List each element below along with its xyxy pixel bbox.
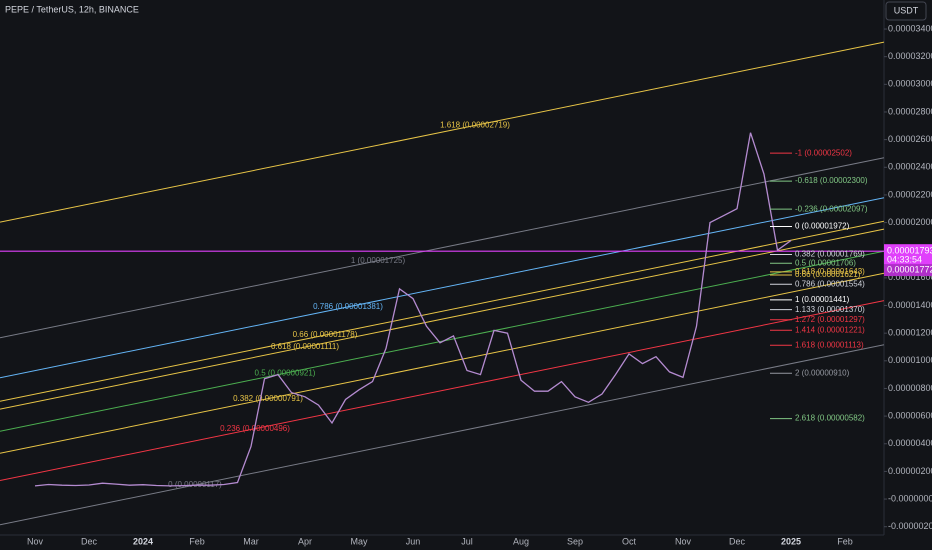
- x-tick-label: Nov: [675, 536, 692, 546]
- x-tick-label: Feb: [837, 536, 853, 546]
- x-tick-label: Jul: [461, 536, 473, 546]
- channel-line: [0, 197, 885, 379]
- fib-label: -0.236 (0.00002097): [795, 204, 868, 213]
- y-tick-label: 0.00002600: [888, 134, 932, 144]
- channel-label: 0.786 (0.00001381): [313, 302, 383, 311]
- channel-label: 1.618 (0.00002719): [440, 121, 510, 130]
- x-tick-label: 2025: [781, 536, 801, 546]
- price-line: [34, 132, 792, 487]
- x-tick-label: Aug: [513, 536, 529, 546]
- y-tick-label: 0.00002000: [888, 217, 932, 227]
- x-tick-label: Dec: [729, 536, 746, 546]
- channel-label: 0.618 (0.00001111): [271, 342, 339, 351]
- x-tick-label: May: [350, 536, 368, 546]
- y-tick-label: 0.00002400: [888, 162, 932, 172]
- currency-box[interactable]: [885, 1, 927, 21]
- y-tick-label: 0.00001200: [888, 328, 932, 338]
- fib-label: 1.272 (0.00001297): [795, 315, 865, 324]
- fib-label: 0.5 (0.00001706): [795, 258, 856, 267]
- marker-price-label: 0.00001772: [887, 264, 932, 274]
- fib-label: 2 (0.00000910): [795, 368, 850, 377]
- y-tick-label: -0.00000200: [888, 521, 932, 531]
- x-tick-label: Jun: [406, 536, 421, 546]
- fib-label: 0.618 (0.00001643): [795, 267, 865, 276]
- fib-label: 2.618 (0.00000582): [795, 414, 865, 423]
- channel-line: [0, 228, 885, 410]
- x-tick-label: 2024: [133, 536, 153, 546]
- channel-line: [0, 157, 885, 339]
- fib-label: 1.414 (0.00001221): [795, 325, 865, 334]
- countdown: 04:33:54: [887, 255, 922, 265]
- y-tick-label: 0.00003000: [888, 79, 932, 89]
- y-tick-label: 0.00000600: [888, 410, 932, 420]
- fib-label: 0.382 (0.00001769): [795, 250, 865, 259]
- y-tick-label: 0.00003200: [888, 51, 932, 61]
- channel-line: [0, 41, 885, 223]
- y-tick-label: 0.00000400: [888, 438, 932, 448]
- fib-label: 0 (0.00001972): [795, 222, 850, 231]
- channel-label: 1 (0.00001725): [351, 256, 406, 265]
- y-tick-label: 0.00003400: [888, 23, 932, 33]
- fib-label: 1.133 (0.00001370): [795, 305, 865, 314]
- fib-label: 0.66 (0.00001621): [795, 270, 861, 279]
- x-tick-label: Oct: [622, 536, 637, 546]
- channel-line: [0, 300, 885, 482]
- fib-label: -0.618 (0.00002300): [795, 176, 868, 185]
- fib-label: 0.786 (0.00001554): [795, 279, 865, 288]
- y-tick-label: 0.00002200: [888, 189, 932, 199]
- fib-label: -1 (0.00002502): [795, 148, 852, 157]
- x-tick-label: Feb: [189, 536, 205, 546]
- channel-label: 0.66 (0.00001178): [293, 330, 358, 339]
- x-tick-label: Nov: [27, 536, 44, 546]
- y-tick-label: 0.00001400: [888, 300, 932, 310]
- fib-label: 1.618 (0.00001113): [795, 340, 864, 349]
- y-tick-label: 0.00000200: [888, 466, 932, 476]
- channel-label: 0.5 (0.00000921): [255, 368, 316, 377]
- last-price-label: 0.00001793: [887, 246, 932, 256]
- x-tick-label: Apr: [298, 536, 312, 546]
- channel-line: [0, 272, 885, 454]
- fib-label: 1 (0.00001441): [795, 295, 850, 304]
- y-tick-label: 0.00002800: [888, 106, 932, 116]
- y-tick-label: 0.00001600: [888, 272, 932, 282]
- marker-price-tag: [884, 264, 932, 277]
- last-price-tag: [884, 244, 932, 268]
- y-tick-label: 0.00000800: [888, 383, 932, 393]
- y-tick-label: 0.00001000: [888, 355, 932, 365]
- currency[interactable]: USDT: [894, 5, 919, 15]
- channel-label: 0.382 (0.00000791): [233, 394, 303, 403]
- chart-title: PEPE / TetherUS, 12h, BINANCE: [5, 4, 139, 14]
- y-tick-label: -0.00000000: [888, 493, 932, 503]
- channel-line: [0, 344, 885, 526]
- x-tick-label: Sep: [567, 536, 583, 546]
- x-tick-label: Mar: [243, 536, 259, 546]
- x-tick-label: Dec: [81, 536, 98, 546]
